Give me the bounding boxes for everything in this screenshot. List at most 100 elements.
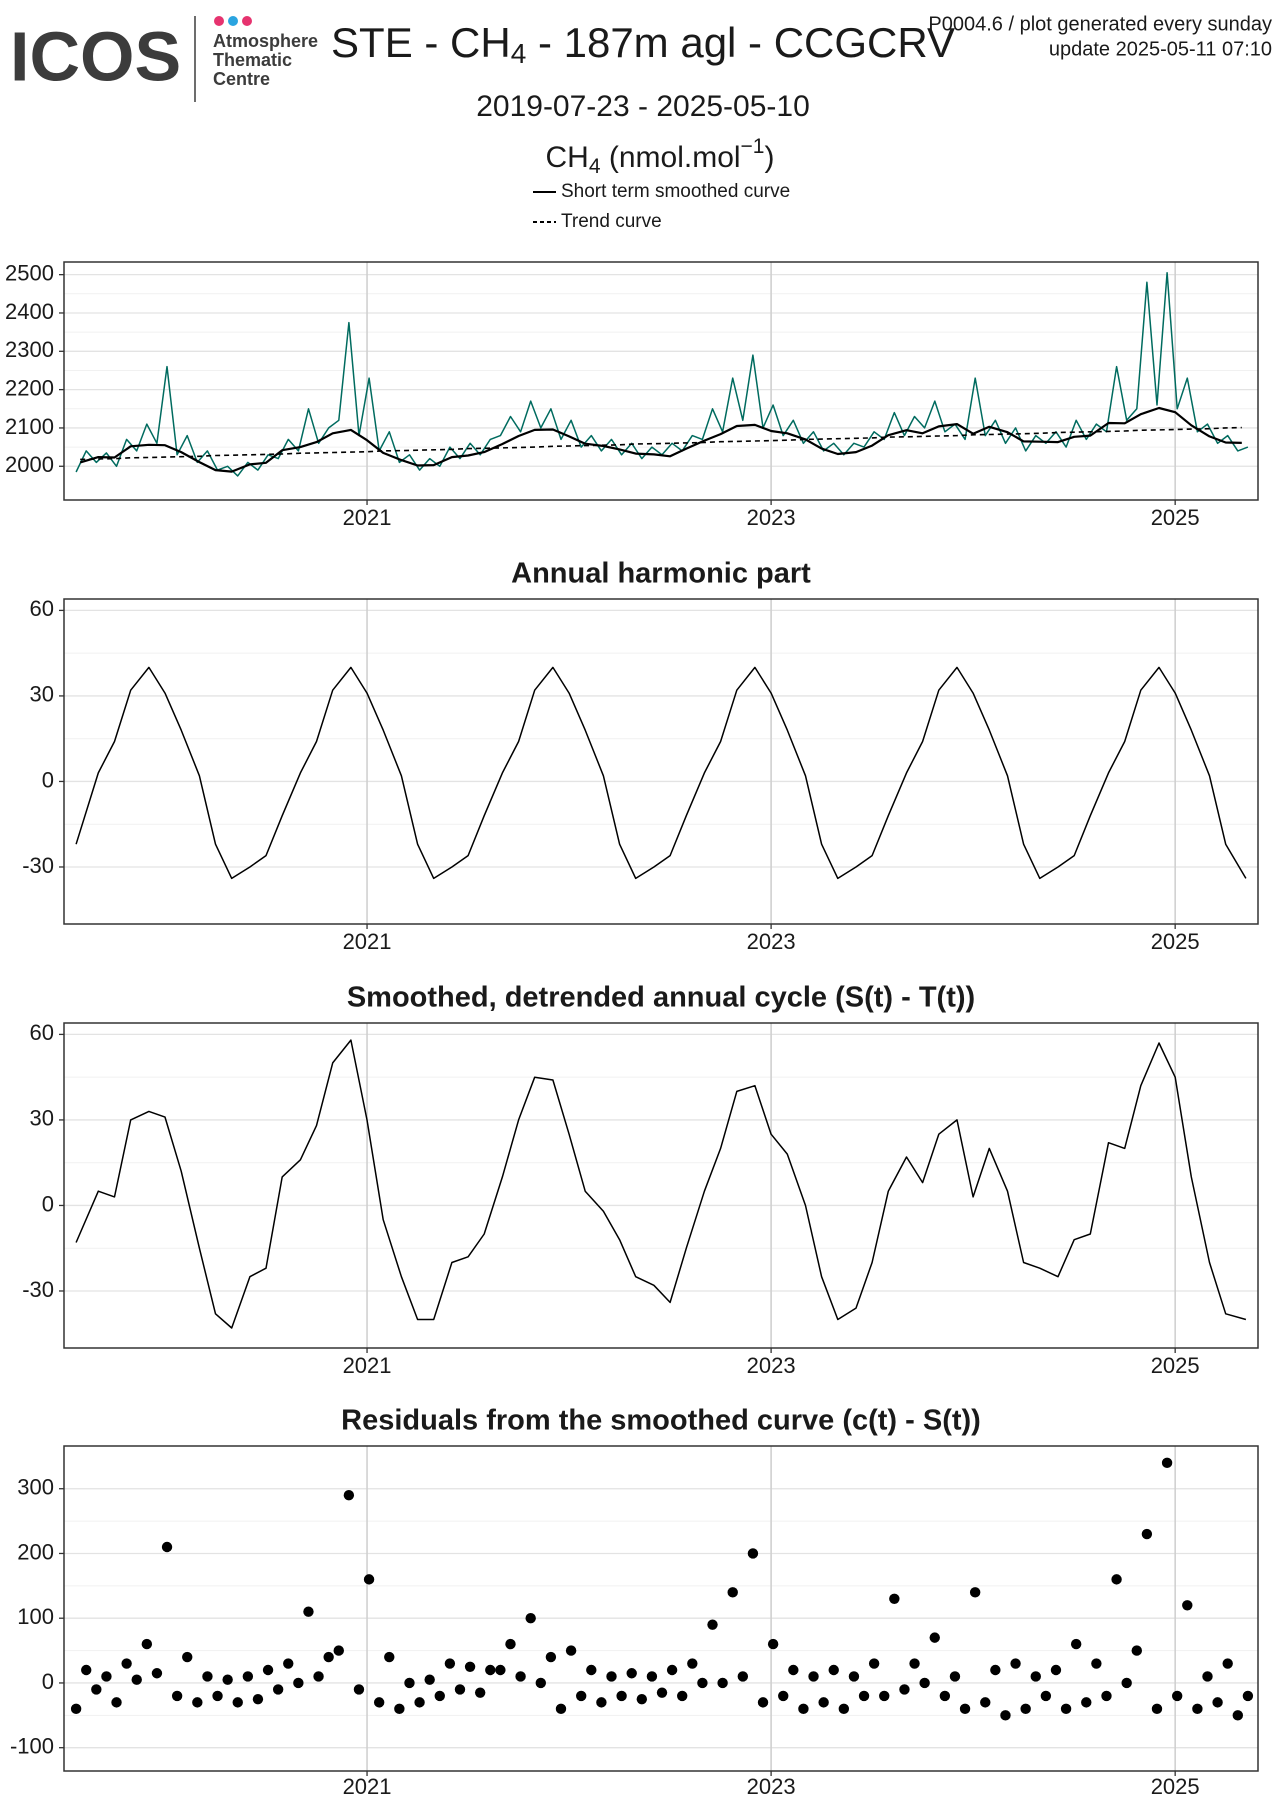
point: [1161, 1457, 1173, 1469]
title-part: - 187m agl - CCGCRV: [526, 19, 955, 66]
y-tick-label: 2400: [5, 299, 54, 324]
point: [757, 1697, 769, 1708]
point: [858, 1690, 870, 1702]
x-tick-label: 2023: [747, 505, 796, 530]
y-tick-label: 200: [17, 1539, 54, 1564]
point: [717, 1677, 728, 1689]
point: [141, 1638, 153, 1650]
point: [949, 1671, 961, 1682]
x-tick-label: 2023: [747, 1774, 796, 1799]
panel-frame: [63, 1022, 1259, 1349]
y-label-part: ): [765, 141, 775, 174]
point: [1141, 1528, 1153, 1540]
x-tick-label: 2021: [343, 1774, 392, 1799]
note: P0004.6 / plot generated every sunday: [928, 13, 1272, 35]
series-line: [75, 666, 1247, 880]
point: [333, 1645, 344, 1656]
point: [70, 1703, 82, 1715]
point: [879, 1690, 890, 1702]
point: [1081, 1697, 1092, 1708]
point: [495, 1664, 506, 1676]
point: [818, 1697, 829, 1708]
y-tick-label: 30: [30, 1106, 54, 1131]
date-range: 2019-07-23 - 2025-05-10: [476, 90, 810, 123]
point: [303, 1606, 314, 1617]
point: [747, 1548, 759, 1559]
point: [1020, 1703, 1031, 1715]
y-tick-label: -30: [22, 1277, 54, 1302]
point: [151, 1668, 163, 1679]
x-tick-label: 2025: [1151, 505, 1200, 530]
y-tick-label: 2000: [5, 452, 54, 477]
point: [262, 1664, 274, 1676]
point: [838, 1703, 850, 1715]
point: [606, 1671, 617, 1682]
org-name: Centre: [213, 69, 270, 89]
point: [929, 1632, 940, 1643]
y-tick-label: -30: [22, 853, 54, 878]
point: [424, 1674, 435, 1685]
panel-frame: [63, 1445, 1259, 1772]
panel-frame: [63, 598, 1259, 925]
title: STE - CH4 - 187m agl - CCGCRV: [331, 19, 955, 69]
point: [848, 1671, 860, 1682]
y-label-part: CH: [545, 141, 588, 174]
point: [899, 1684, 910, 1695]
point: [202, 1671, 213, 1682]
point: [545, 1651, 557, 1663]
point: [121, 1658, 132, 1669]
point: [242, 1671, 254, 1682]
point: [525, 1613, 536, 1624]
x-tick-label: 2021: [343, 929, 392, 954]
point: [909, 1658, 920, 1669]
point: [313, 1671, 324, 1682]
point: [1050, 1664, 1062, 1676]
point: [1060, 1703, 1072, 1715]
y-tick-label: 30: [30, 682, 54, 707]
point: [616, 1690, 627, 1702]
x-tick-label: 2025: [1151, 1353, 1200, 1378]
panel-frame: [63, 261, 1259, 501]
point: [1010, 1658, 1021, 1669]
point: [464, 1661, 476, 1672]
logo-dot: [228, 16, 238, 26]
point: [828, 1664, 839, 1676]
point: [1040, 1690, 1052, 1702]
point: [434, 1690, 445, 1702]
y-label-subscript: 4: [589, 155, 601, 178]
point: [192, 1697, 203, 1708]
point: [131, 1674, 142, 1685]
org-name: Thematic: [213, 50, 292, 70]
point: [1091, 1658, 1102, 1669]
point: [293, 1677, 304, 1689]
y-tick-label: 2500: [5, 260, 54, 285]
point: [808, 1671, 819, 1682]
point: [505, 1638, 516, 1650]
point: [515, 1671, 526, 1682]
point: [535, 1677, 546, 1689]
point: [81, 1664, 92, 1676]
panel-title: Residuals from the smoothed curve (c(t) …: [341, 1405, 981, 1437]
title-part: STE - CH: [331, 19, 511, 66]
point: [1192, 1703, 1203, 1715]
point: [353, 1684, 365, 1695]
point: [1101, 1690, 1112, 1702]
point: [889, 1593, 900, 1604]
y-label-superscript: −1: [741, 135, 765, 158]
y-tick-label: 2100: [5, 414, 54, 439]
org-name: Atmosphere: [213, 31, 318, 51]
x-tick-label: 2021: [343, 1353, 392, 1378]
point: [272, 1684, 284, 1695]
series-line: [75, 271, 1249, 477]
point: [485, 1664, 496, 1676]
point: [384, 1651, 395, 1663]
point: [959, 1703, 971, 1715]
x-tick-label: 2023: [747, 929, 796, 954]
y-tick-label: 2200: [5, 375, 54, 400]
point: [1202, 1671, 1213, 1682]
point: [414, 1697, 425, 1708]
y-tick-label: 60: [30, 1020, 54, 1045]
point: [101, 1671, 112, 1682]
point: [939, 1690, 951, 1702]
